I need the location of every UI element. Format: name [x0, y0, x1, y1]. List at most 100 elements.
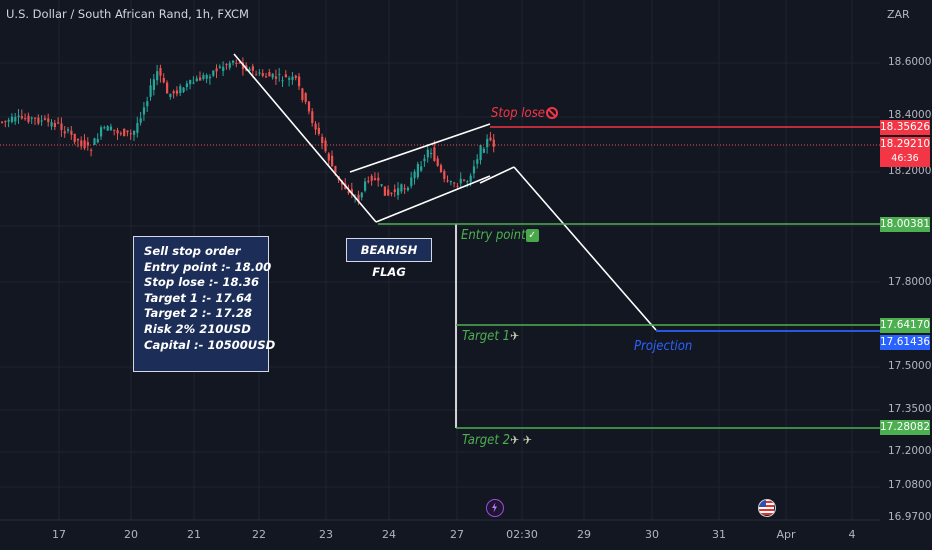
time-tick: 22 — [252, 528, 266, 541]
current-price-tag: 18.29210 46:36 — [880, 137, 930, 167]
candle-body — [202, 75, 205, 80]
candle-body — [367, 180, 370, 182]
candle-body — [175, 90, 179, 94]
candle-body — [331, 155, 334, 167]
target1-price-tag: 17.64170 — [880, 318, 931, 333]
target2-price-tag: 17.28082 — [880, 420, 931, 435]
candle-body — [403, 188, 406, 190]
candle-body — [281, 80, 284, 82]
current-price-value: 18.29210 — [880, 138, 931, 150]
price-tick: 17.50000 — [888, 360, 932, 372]
candle-body — [489, 137, 492, 141]
price-tick: 17.35000 — [888, 403, 932, 415]
candle-body — [215, 68, 218, 72]
time-tick: 17 — [52, 528, 66, 541]
candle-body — [469, 175, 472, 182]
time-tick: 20 — [124, 528, 138, 541]
candle-body — [106, 126, 109, 131]
candle-body — [301, 88, 304, 101]
candle-body — [492, 139, 495, 147]
candle-body — [73, 133, 76, 142]
candle-body — [482, 148, 485, 153]
candle-body — [271, 73, 274, 78]
candle-body — [390, 192, 393, 194]
time-tick: 21 — [187, 528, 201, 541]
candle-body — [241, 62, 245, 70]
trade-plan-note[interactable]: Sell stop order Entry point :- 18.00 Sto… — [133, 236, 275, 372]
candle-body — [222, 66, 225, 72]
candle-body — [350, 189, 353, 194]
candle-body — [288, 78, 291, 80]
candle-body — [63, 131, 66, 134]
candle-body — [10, 116, 14, 122]
candle-body — [324, 140, 327, 152]
time-tick: 24 — [382, 528, 396, 541]
candle-body — [1, 121, 4, 123]
candle-body — [189, 80, 192, 85]
drawings — [233, 53, 657, 428]
candle-body — [274, 76, 278, 79]
projection-price-tag: 17.61436 — [880, 335, 931, 350]
time-tick: Apr — [776, 528, 796, 541]
candle-body — [57, 122, 60, 124]
candle-body — [357, 194, 360, 201]
projection-line-b — [513, 166, 657, 331]
flag-lower-line — [375, 175, 491, 223]
candle-body — [43, 118, 47, 120]
candle-body — [166, 82, 169, 94]
candle-body — [162, 78, 165, 83]
candle-body — [96, 139, 99, 143]
price-tick: 18.60000 — [888, 56, 932, 68]
candle-body — [463, 179, 466, 181]
target2-label-text: Target 2 — [462, 433, 511, 448]
projection-line-a — [479, 166, 515, 184]
candle-body — [373, 178, 377, 180]
candle-body — [37, 117, 40, 124]
candle-body — [453, 182, 456, 184]
flag-upper-line — [349, 123, 491, 173]
candle-body — [360, 192, 363, 198]
candle-body — [4, 120, 7, 122]
candle-body — [50, 122, 53, 127]
candle-body — [76, 138, 80, 141]
candle-body — [86, 142, 89, 146]
lightning-event-icon[interactable] — [486, 499, 504, 517]
candle-body — [83, 140, 86, 149]
candlestick-series — [1, 57, 495, 206]
candle-body — [192, 82, 195, 84]
us-flag-event-icon[interactable] — [758, 499, 776, 517]
candle-body — [109, 126, 113, 131]
candle-body — [347, 191, 350, 194]
time-tick: 4 — [848, 528, 856, 541]
candle-body — [433, 147, 436, 161]
candle-body — [218, 66, 221, 68]
price-tick: 17.08000 — [888, 479, 932, 491]
no-entry-icon — [546, 107, 558, 119]
candle-body — [314, 123, 317, 130]
candle-body — [459, 178, 462, 184]
candle-body — [70, 130, 73, 135]
candle-body — [133, 130, 136, 135]
candle-body — [449, 181, 452, 183]
candle-body — [116, 130, 119, 134]
stop-loss-label-text: Stop lose — [491, 106, 545, 121]
candle-body — [149, 85, 152, 97]
trade-plan-line: Target 2 :- 17.28 — [144, 306, 253, 321]
time-tick: 30 — [645, 528, 659, 541]
price-tick: 18.20000 — [888, 165, 932, 177]
candle-body — [67, 129, 70, 131]
currency-label: ZAR — [887, 8, 910, 21]
candle-body — [284, 74, 287, 78]
candle-body — [103, 127, 106, 129]
candle-body — [416, 164, 419, 178]
price-tick: 17.20000 — [888, 445, 932, 457]
candle-body — [20, 116, 23, 119]
candle-body — [317, 127, 320, 134]
candle-body — [208, 76, 212, 79]
target1-label: Target 1✈ — [462, 329, 519, 344]
candle-body — [238, 62, 241, 64]
candle-body — [212, 70, 215, 76]
candle-body — [205, 74, 208, 79]
candle-body — [129, 133, 132, 135]
candle-body — [152, 79, 155, 90]
